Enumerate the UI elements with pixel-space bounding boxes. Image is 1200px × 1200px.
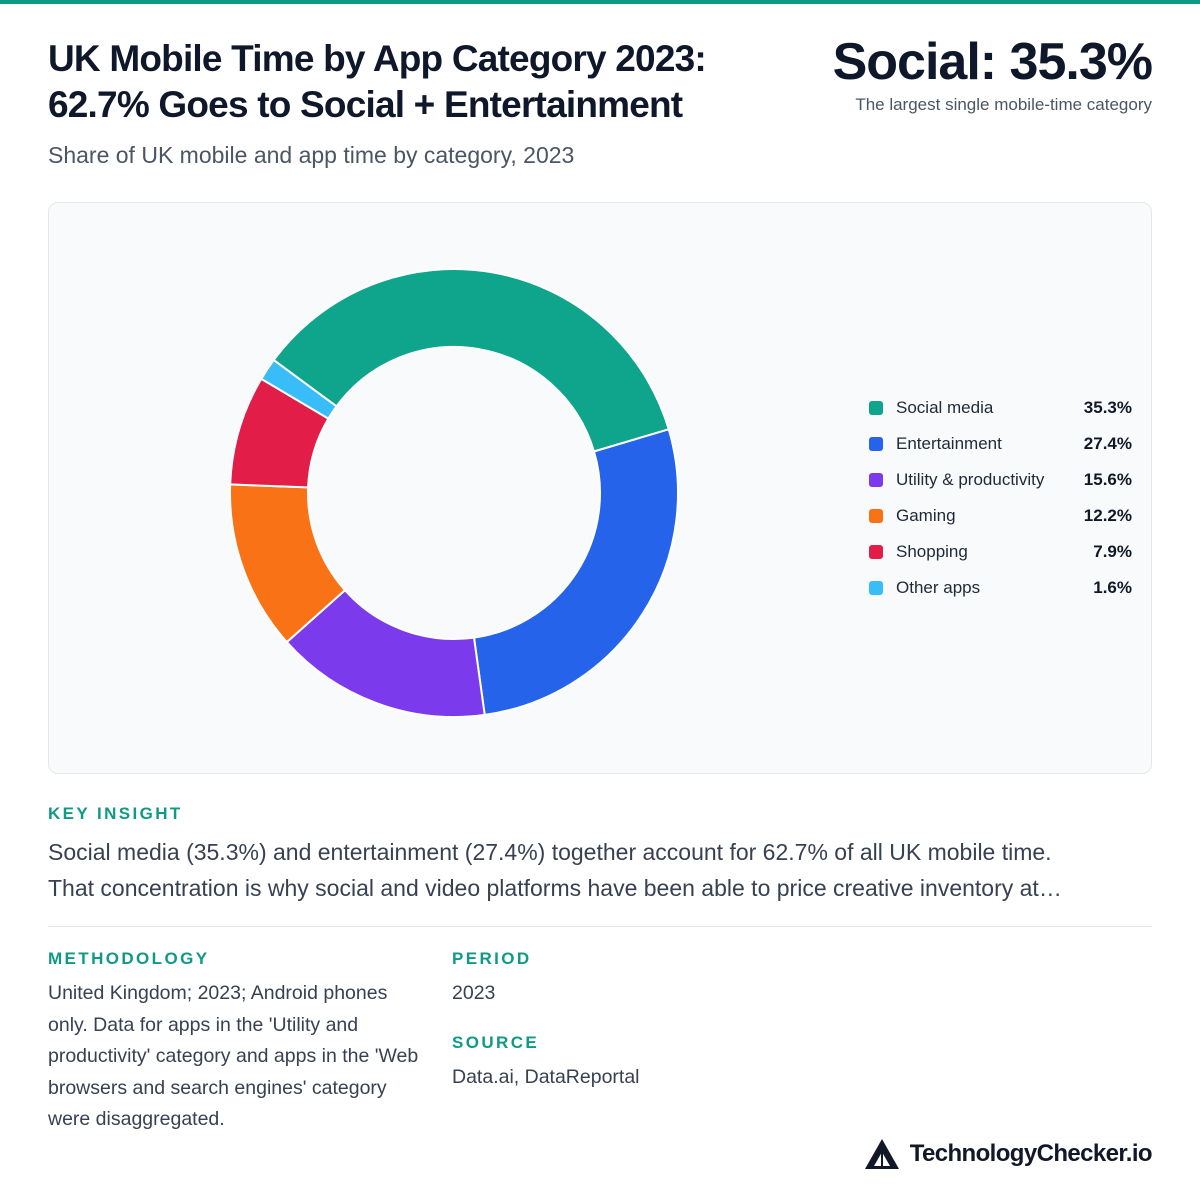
period-label: PERIOD bbox=[452, 949, 532, 968]
methodology-label: METHODOLOGY bbox=[48, 949, 210, 968]
legend-swatch bbox=[869, 545, 883, 559]
legend-swatch bbox=[869, 437, 883, 451]
key-insight-line-2: That concentration is why social and vid… bbox=[48, 875, 1062, 901]
key-insight-line-1: Social media (35.3%) and entertainment (… bbox=[48, 839, 1052, 865]
title-line-2: 62.7% Goes to Social + Entertainment bbox=[48, 84, 683, 125]
top-accent-bar bbox=[0, 0, 1200, 4]
key-insight-text: Social media (35.3%) and entertainment (… bbox=[48, 834, 1152, 906]
key-insight-label: KEY INSIGHT bbox=[48, 804, 183, 823]
methodology-text: United Kingdom; 2023; Android phones onl… bbox=[48, 982, 419, 1131]
legend-value: 7.9% bbox=[1093, 542, 1132, 561]
legend-label: Social media bbox=[896, 398, 994, 417]
legend-swatch bbox=[869, 509, 883, 523]
legend-value: 27.4% bbox=[1083, 434, 1132, 453]
donut-slice-other-apps bbox=[259, 358, 338, 420]
section-divider bbox=[48, 926, 1152, 927]
legend-item: Gaming 12.2% bbox=[868, 498, 1132, 534]
brand-logo: TechnologyChecker.io bbox=[864, 1134, 1153, 1174]
kpi-note: The largest single mobile-time category bbox=[855, 95, 1152, 114]
legend-item: Social media 35.3% bbox=[868, 390, 1132, 426]
legend-swatch bbox=[869, 473, 883, 487]
legend-item: Shopping 7.9% bbox=[868, 534, 1132, 570]
brand-name: TechnologyChecker.io bbox=[909, 1140, 1153, 1167]
legend-item: Utility & productivity 15.6% bbox=[868, 462, 1132, 498]
legend-label: Other apps bbox=[896, 578, 981, 597]
legend-swatch bbox=[869, 581, 883, 595]
source-value: Data.ai, DataReportal bbox=[452, 1066, 640, 1088]
legend-swatch bbox=[869, 401, 883, 415]
page-subtitle: Share of UK mobile and app time by categ… bbox=[48, 142, 575, 168]
legend-item: Entertainment 27.4% bbox=[868, 426, 1132, 462]
legend-value: 1.6% bbox=[1093, 578, 1132, 597]
donut-slice-social-media bbox=[272, 268, 670, 453]
legend-value: 12.2% bbox=[1083, 506, 1132, 525]
kpi-headline: Social: 35.3% bbox=[832, 33, 1153, 91]
legend-label: Shopping bbox=[896, 542, 968, 561]
period-value: 2023 bbox=[452, 982, 496, 1004]
triangle-logo-icon bbox=[864, 1139, 899, 1169]
legend-item: Other apps 1.6% bbox=[868, 570, 1132, 606]
page-title: UK Mobile Time by App Category 2023: 62.… bbox=[48, 36, 768, 128]
legend-label: Gaming bbox=[896, 506, 956, 525]
legend-value: 15.6% bbox=[1083, 470, 1132, 489]
donut-slice-entertainment bbox=[472, 428, 679, 717]
title-line-1: UK Mobile Time by App Category 2023: bbox=[48, 38, 707, 79]
legend-value: 35.3% bbox=[1083, 398, 1132, 417]
source-label: SOURCE bbox=[452, 1033, 540, 1052]
legend-label: Utility & productivity bbox=[896, 470, 1045, 489]
chart-card bbox=[48, 202, 1152, 774]
legend-label: Entertainment bbox=[896, 434, 1002, 453]
donut-chart bbox=[229, 268, 679, 718]
chart-legend: Social media 35.3% Entertainment 27.4% Utili… bbox=[868, 390, 1132, 606]
